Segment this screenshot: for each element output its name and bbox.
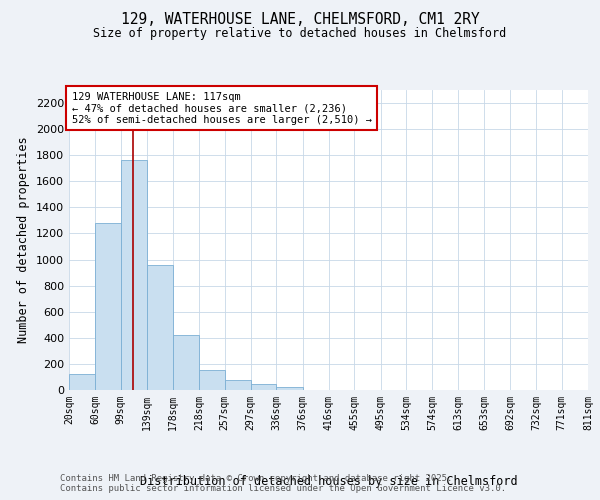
- X-axis label: Distribution of detached houses by size in Chelmsford: Distribution of detached houses by size …: [140, 474, 517, 488]
- Y-axis label: Number of detached properties: Number of detached properties: [17, 136, 31, 344]
- Bar: [147, 265, 173, 390]
- Bar: [121, 160, 147, 390]
- Text: 129, WATERHOUSE LANE, CHELMSFORD, CM1 2RY: 129, WATERHOUSE LANE, CHELMSFORD, CM1 2R…: [121, 12, 479, 28]
- Text: Contains public sector information licensed under the Open Government Licence v3: Contains public sector information licen…: [60, 484, 506, 493]
- Bar: [95, 223, 121, 390]
- Bar: [224, 380, 251, 390]
- Text: Size of property relative to detached houses in Chelmsford: Size of property relative to detached ho…: [94, 28, 506, 40]
- Bar: [251, 384, 277, 390]
- Bar: [69, 374, 95, 390]
- Bar: [173, 335, 199, 390]
- Text: 129 WATERHOUSE LANE: 117sqm
← 47% of detached houses are smaller (2,236)
52% of : 129 WATERHOUSE LANE: 117sqm ← 47% of det…: [71, 92, 371, 124]
- Bar: [199, 370, 224, 390]
- Bar: [277, 388, 302, 390]
- Text: Contains HM Land Registry data © Crown copyright and database right 2025.: Contains HM Land Registry data © Crown c…: [60, 474, 452, 483]
